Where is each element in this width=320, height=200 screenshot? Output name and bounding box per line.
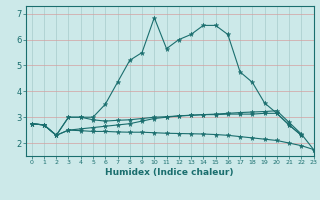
X-axis label: Humidex (Indice chaleur): Humidex (Indice chaleur) [105, 168, 234, 177]
